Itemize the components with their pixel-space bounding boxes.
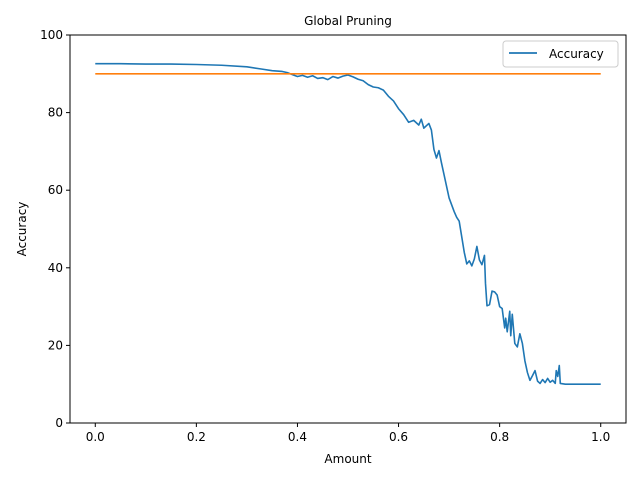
x-tick-label: 0.4 xyxy=(288,430,307,444)
x-tick-label: 1.0 xyxy=(591,430,610,444)
y-axis-label: Accuracy xyxy=(15,202,29,257)
x-tick-label: 0.2 xyxy=(187,430,206,444)
chart-title: Global Pruning xyxy=(304,14,392,28)
y-tick-label: 80 xyxy=(48,106,63,120)
y-tick-label: 0 xyxy=(55,416,63,430)
y-tick-label: 60 xyxy=(48,183,63,197)
legend: Accuracy xyxy=(502,40,619,68)
series-layer xyxy=(95,62,601,386)
x-tick-label: 0.6 xyxy=(389,430,408,444)
plot-frame xyxy=(69,34,627,424)
series-line-accuracy xyxy=(95,62,601,386)
legend-box xyxy=(502,40,619,68)
ticks-layer: 0.0 0.2 0.4 0.6 0.8 1.0 0 20 40 60 80 100 xyxy=(40,28,610,444)
y-tick-label: 100 xyxy=(40,28,63,42)
legend-label-accuracy: Accuracy xyxy=(549,47,604,61)
x-tick-label: 0.8 xyxy=(490,430,509,444)
x-tick-label: 0.0 xyxy=(86,430,105,444)
y-tick-label: 20 xyxy=(48,338,63,352)
x-axis-label: Amount xyxy=(324,452,371,466)
y-tick-label: 40 xyxy=(48,261,63,275)
